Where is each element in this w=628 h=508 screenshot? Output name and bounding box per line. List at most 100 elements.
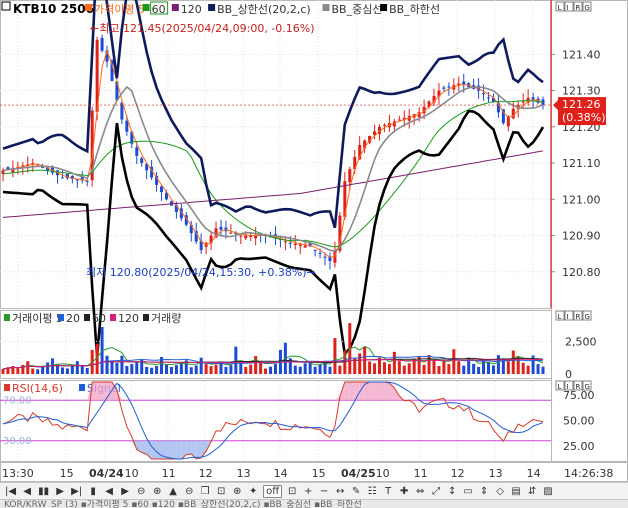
- rsi-oversold-fill-36: [181, 440, 187, 459]
- panel-2-button-R[interactable]: [573, 310, 583, 321]
- candle-100: [496, 94, 500, 118]
- rsi-overbought-fill-70: [349, 382, 355, 401]
- toolbar-button-2[interactable]: ▮▮: [38, 485, 50, 497]
- legend-marker-symbol: [1, 1, 11, 11]
- panel-3-button-label-R: R: [576, 383, 581, 391]
- candle-body-14: [70, 175, 74, 180]
- volume-bar-54: [269, 366, 273, 374]
- legend-swatch-3: [208, 4, 216, 11]
- volume-bar-55: [273, 364, 277, 374]
- panel-1-button-R[interactable]: [573, 1, 583, 12]
- toolbar-button-16[interactable]: off: [263, 484, 283, 498]
- toolbar-button-6[interactable]: ◀: [105, 485, 113, 497]
- volume-bar-91: [452, 349, 456, 374]
- toolbar-button-8[interactable]: ⊖: [136, 485, 146, 497]
- candle-73: [363, 139, 367, 154]
- volume-bar-31: [155, 365, 159, 374]
- toolbar-button-30[interactable]: ◇: [496, 485, 504, 497]
- panel-3-button-R[interactable]: [573, 380, 583, 391]
- toolbar-button-18[interactable]: +: [303, 485, 313, 497]
- toolbar-button-10[interactable]: ▲: [169, 485, 177, 497]
- candle-body-33: [164, 192, 168, 200]
- toolbar-button-21[interactable]: ✎: [351, 485, 361, 497]
- candle-body-42: [209, 235, 213, 244]
- toolbar-button-0[interactable]: |◀: [5, 485, 17, 497]
- chart-svg[interactable]: 121.40121.30121.20121.10121.00120.90120.…: [0, 0, 628, 482]
- volume-bar-23: [115, 362, 119, 374]
- toolbar-button-31[interactable]: ▤: [511, 485, 521, 497]
- time-axis-label-5: 12: [199, 467, 213, 480]
- candle-28: [140, 156, 144, 167]
- toolbar-button-33[interactable]: ▨: [543, 485, 553, 497]
- volume-bar-44: [219, 361, 223, 374]
- volume-legend-label-3: 120: [118, 312, 139, 325]
- toolbar-button-5[interactable]: ▮: [90, 485, 96, 497]
- candle-body-92: [457, 83, 461, 85]
- volume-legend-label-1: 20: [66, 312, 80, 325]
- toolbar-button-28[interactable]: ▭: [463, 485, 473, 497]
- candle-body-85: [422, 106, 426, 114]
- time-axis-label-0: 13:30: [2, 467, 34, 480]
- toolbar-button-29[interactable]: ⇕: [479, 485, 489, 497]
- volume-bar-106: [526, 365, 530, 374]
- toolbar-button-4[interactable]: ▶|: [71, 485, 83, 497]
- candle-body-88: [437, 90, 441, 97]
- toolbar-button-12[interactable]: ❒: [200, 485, 210, 497]
- volume-bar-22: [110, 361, 114, 374]
- volume-bar-7: [36, 369, 40, 374]
- candle-32: [160, 185, 164, 201]
- panel-3-button-G[interactable]: [582, 380, 592, 391]
- toolbar-button-9[interactable]: ⊕: [152, 485, 162, 497]
- toolbar-button-23[interactable]: T: [385, 485, 392, 497]
- rsi-overbought-fill-76: [379, 382, 385, 401]
- volume-bar-2: [11, 366, 15, 374]
- panel-1-button-I[interactable]: [564, 1, 574, 12]
- volume-bar-72: [358, 353, 362, 374]
- annotation-low: 최저 120.80(2025/04/24,15:30, +0.38%)→: [86, 266, 316, 279]
- candle-body-98: [487, 97, 491, 99]
- toolbar-button-20[interactable]: ↔: [335, 485, 345, 497]
- toolbar-button-22[interactable]: ☷: [367, 485, 377, 497]
- volume-bar-52: [259, 361, 263, 374]
- candle-body-99: [491, 97, 495, 102]
- candle-body-48: [239, 235, 243, 237]
- panel-2-button-I[interactable]: [564, 310, 574, 321]
- toolbar-button-7[interactable]: ▶: [121, 485, 129, 497]
- toolbar-button-11[interactable]: ⊖: [184, 485, 194, 497]
- volume-bar-32: [160, 357, 164, 374]
- panel-2-button-G[interactable]: [582, 310, 592, 321]
- toolbar-button-32[interactable]: ⇵: [527, 485, 537, 497]
- rsi-signal-line: [2, 381, 544, 460]
- rsi-oversold-fill-38: [191, 440, 197, 459]
- candle-body-68: [338, 215, 342, 251]
- toolbar-button-14[interactable]: ⊕: [232, 485, 242, 497]
- toolbar-button-27[interactable]: ↕: [447, 485, 457, 497]
- volume-bar-95: [472, 363, 476, 374]
- panel-3-button-I[interactable]: [564, 380, 574, 391]
- candle-66: [328, 252, 332, 270]
- toolbar-button-24[interactable]: ✚: [399, 485, 409, 497]
- toolbar-button-17[interactable]: ⊡: [287, 485, 297, 497]
- toolbar-button-25[interactable]: ⇔: [415, 485, 425, 497]
- panel-1-button-G[interactable]: [582, 1, 592, 12]
- candle-82: [407, 108, 411, 129]
- toolbar-button-15[interactable]: ✦: [248, 485, 258, 497]
- candle-body-40: [199, 240, 203, 251]
- candle-body-44: [219, 226, 223, 230]
- price-tick-label-5: 120.90: [562, 230, 601, 243]
- toolbar-button-1[interactable]: ◀: [23, 485, 31, 497]
- rsi-oversold-fill-40: [201, 440, 207, 458]
- panel-3-button-label-I: I: [567, 383, 569, 391]
- candle-body-100: [496, 103, 500, 113]
- toolbar-button-26[interactable]: ⤢: [432, 485, 441, 497]
- toolbar-button-3[interactable]: ▶: [56, 485, 64, 497]
- volume-bar-109: [541, 366, 545, 374]
- toolbar-button-13[interactable]: ⊡: [216, 485, 226, 497]
- panel-2-button-L[interactable]: [555, 310, 565, 321]
- candle-body-65: [323, 256, 327, 258]
- toolbar-button-19[interactable]: −: [319, 485, 329, 497]
- volume-tick-label-0: 2,500: [565, 335, 597, 348]
- panel-3-button-L[interactable]: [555, 380, 565, 391]
- panel-1-button-L[interactable]: [555, 1, 565, 12]
